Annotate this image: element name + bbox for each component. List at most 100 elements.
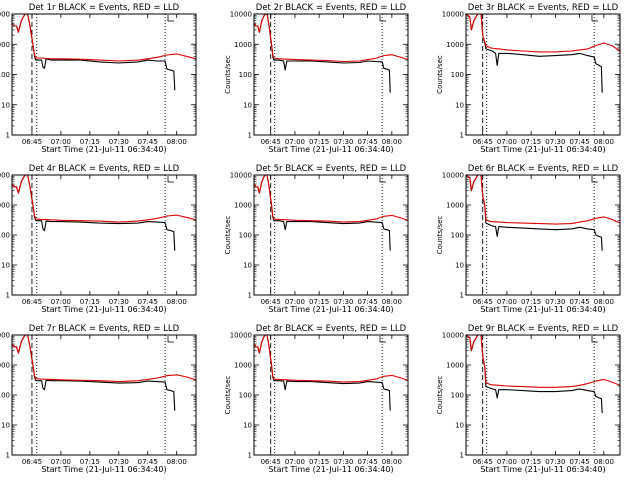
x-tick-label: 07:00 [285,138,305,146]
y-tick-label: 100 [451,232,464,240]
plot-frame [11,334,197,456]
y-tick-label: 100 [0,232,10,240]
y-tick-label: 100 [239,392,252,400]
x-tick-label: 08:00 [382,298,402,306]
panel-title: Det 6r BLACK = Events, RED = LLD [468,164,619,174]
y-tick-label: 1000 [0,202,10,210]
x-tick-label: 06:45 [473,458,493,466]
panel-title: Det 3r BLACK = Events, RED = LLD [468,3,619,13]
y-tick-label: 1000 [234,41,252,49]
y-axis-label: Counts/sec [224,376,232,415]
y-tick-label: 10000 [0,172,10,180]
x-tick-label: 08:00 [382,138,402,146]
x-axis-label: Start Time (21-Jul-11 06:34:40) [268,145,393,154]
y-tick-label: 10000 [442,11,464,19]
series-events [466,175,603,251]
y-tick-label: 10 [243,262,252,270]
x-tick-label: 06:45 [261,298,281,306]
y-tick-label: 10000 [442,172,464,180]
series-lld [466,175,620,225]
x-axis-label: Start Time (21-Jul-11 06:34:40) [268,465,393,474]
x-tick-label: 07:45 [570,458,590,466]
x-tick-label: 07:00 [51,138,71,146]
panel-title: Det 9r BLACK = Events, RED = LLD [468,324,619,334]
x-axis-label: Start Time (21-Jul-11 06:34:40) [41,305,166,314]
x-tick-label: 07:15 [309,138,329,146]
plot-frame [11,13,197,136]
x-tick-label: 07:30 [545,458,565,466]
y-tick-label: 10000 [230,172,252,180]
x-tick-label: 07:30 [333,458,353,466]
x-tick-label: 07:30 [109,138,129,146]
x-tick-label: 07:45 [570,138,590,146]
x-tick-label: 08:00 [382,458,402,466]
plot-frame [465,334,621,456]
y-tick-label: 1 [248,452,252,460]
y-tick-label: 1 [6,292,10,300]
x-tick-label: 08:00 [167,458,187,466]
y-tick-label: 1 [460,452,464,460]
y-tick-label: 100 [451,392,464,400]
y-tick-label: 100 [239,71,252,79]
x-tick-label: 06:45 [261,458,281,466]
x-axis-label: Start Time (21-Jul-11 06:34:40) [480,305,605,314]
x-tick-label: 07:45 [138,138,158,146]
x-tick-label: 07:00 [285,298,305,306]
y-tick-label: 10 [243,101,252,109]
y-tick-label: 1000 [234,202,252,210]
x-tick-label: 07:30 [109,298,129,306]
x-tick-label: 07:15 [521,298,541,306]
plot-frame [253,13,409,136]
x-tick-label: 07:15 [80,138,100,146]
y-tick-label: 10 [1,101,10,109]
panel-3: 1 10 100 1000 10000 06:45 07:00 07:15 07:30 07:45… [436,3,621,154]
x-axis-label: Start Time (21-Jul-11 06:34:40) [480,465,605,474]
y-tick-label: 1000 [0,41,10,49]
plot-frame [465,13,621,136]
y-tick-label: 1000 [234,362,252,370]
x-tick-label: 08:00 [167,138,187,146]
panel-title: Det 7r BLACK = Events, RED = LLD [29,324,180,334]
x-axis-label: Start Time (21-Jul-11 06:34:40) [41,145,166,154]
series-events [466,14,603,93]
x-tick-label: 06:45 [22,138,42,146]
panel-5: 1 10 100 1000 10000 06:45 07:00 07:15 07:30 07:45… [224,164,409,314]
x-tick-label: 06:45 [22,458,42,466]
panel-title: Det 1r BLACK = Events, RED = LLD [29,3,180,13]
y-tick-label: 10000 [442,332,464,340]
x-axis-label: Start Time (21-Jul-11 06:34:40) [41,465,166,474]
series-lld [254,14,408,63]
y-tick-label: 100 [239,232,252,240]
x-tick-label: 07:30 [545,298,565,306]
x-tick-label: 07:15 [521,458,541,466]
y-tick-label: 10000 [0,11,10,19]
panel-2: 1 10 100 1000 10000 06:45 07:00 07:15 07:30 07:45… [224,3,409,154]
y-axis-label: Counts/sec [224,216,232,255]
series-lld [466,14,620,53]
y-tick-label: 10000 [0,332,10,340]
x-axis-label: Start Time (21-Jul-11 06:34:40) [480,145,605,154]
x-tick-label: 07:00 [51,458,71,466]
y-tick-label: 1 [460,292,464,300]
series-lld [12,335,196,383]
series-lld [12,175,196,223]
x-tick-label: 07:45 [570,298,590,306]
y-axis-label: Counts/sec [436,55,444,94]
x-tick-label: 08:00 [594,298,614,306]
y-tick-label: 10000 [230,11,252,19]
x-tick-label: 06:45 [261,138,281,146]
x-tick-label: 07:45 [138,298,158,306]
panel-9: 1 10 100 1000 10000 06:45 07:00 07:15 07:30 07:45… [436,324,621,474]
x-tick-label: 07:45 [138,458,158,466]
x-tick-label: 08:00 [594,458,614,466]
series-events [466,335,603,414]
x-tick-label: 07:00 [497,298,517,306]
y-axis-label: Counts/sec [436,376,444,415]
x-tick-label: 07:15 [309,458,329,466]
x-tick-label: 06:45 [473,298,493,306]
y-tick-label: 10 [1,422,10,430]
x-tick-label: 06:45 [473,138,493,146]
x-tick-label: 08:00 [167,298,187,306]
x-axis-label: Start Time (21-Jul-11 06:34:40) [268,305,393,314]
y-tick-label: 1000 [446,202,464,210]
